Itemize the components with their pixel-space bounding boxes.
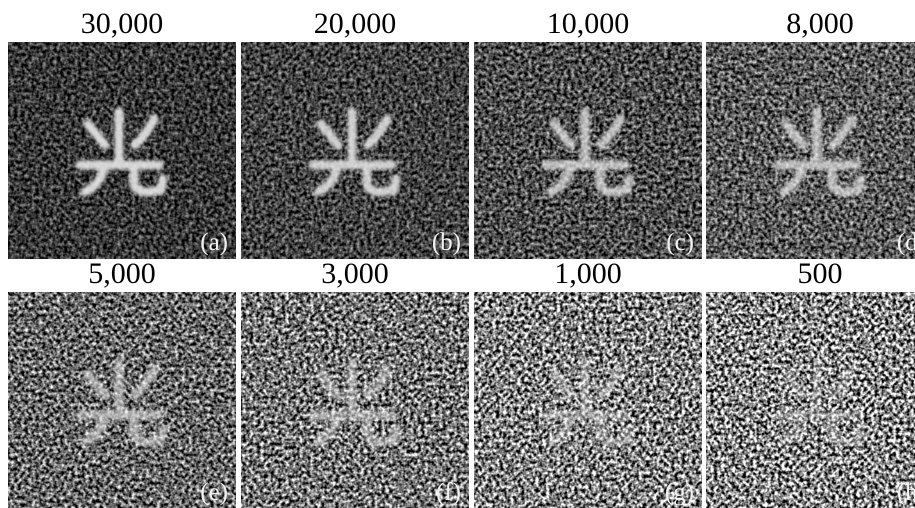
panel-title: 30,000 xyxy=(81,7,164,40)
panel-label: (f) xyxy=(436,479,461,506)
figure: (a) 30,000 (b) 20,000 (c) 10,000 (d) 8,000 (e) 5,… xyxy=(0,0,915,508)
panel-title: 10,000 xyxy=(547,7,630,40)
panel: (h) xyxy=(706,292,915,508)
panel-label: (d) xyxy=(897,229,915,256)
panel: (d) xyxy=(706,42,915,259)
panel-title: 3,000 xyxy=(321,257,389,290)
panel-title: 1,000 xyxy=(554,257,622,290)
panel-label: (b) xyxy=(432,229,461,256)
noise-image xyxy=(706,292,915,508)
panel-label: (h) xyxy=(897,479,915,506)
panel-title: 500 xyxy=(798,257,843,290)
panel: (e) xyxy=(8,292,236,508)
panel: (b) xyxy=(241,42,469,259)
panel-title: 8,000 xyxy=(786,7,854,40)
panel: (a) xyxy=(8,42,236,259)
panel-label: (e) xyxy=(200,479,228,506)
panel-label: (c) xyxy=(666,229,694,256)
panel: (g) xyxy=(474,292,702,508)
panel-label: (a) xyxy=(200,229,228,256)
panel: (c) xyxy=(474,42,702,259)
panel-title: 5,000 xyxy=(88,257,156,290)
panel-title: 20,000 xyxy=(314,7,397,40)
panel-label: (g) xyxy=(665,479,694,506)
panel: (f) xyxy=(241,292,469,508)
noise-image xyxy=(706,42,915,259)
